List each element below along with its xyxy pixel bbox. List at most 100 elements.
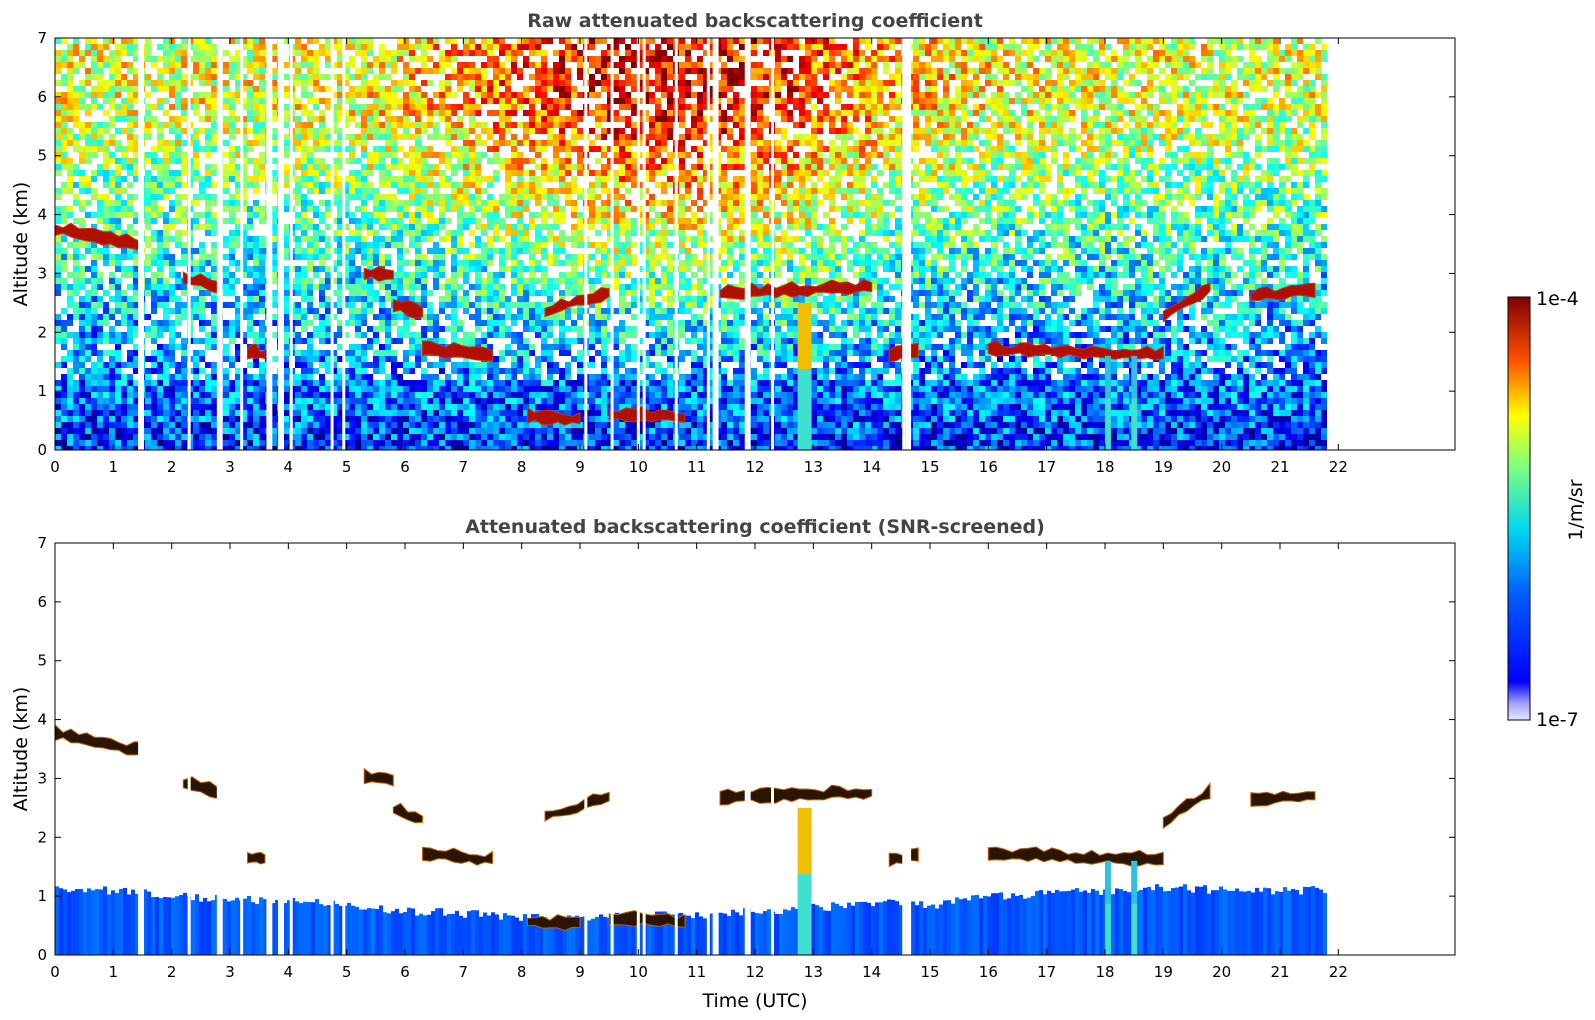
heatmap-cell [109,392,115,398]
heatmap-cell [409,386,415,392]
heatmap-cell [529,74,535,80]
heatmap-cell [199,320,205,326]
heatmap-cell [553,344,559,350]
heatmap-cell [493,446,499,450]
heatmap-cell [361,122,367,128]
heatmap-cell [253,110,259,116]
heatmap-cell [241,410,247,416]
heatmap-cell [193,392,199,398]
heatmap-cell [595,272,601,278]
heatmap-cell [307,392,313,398]
heatmap-cell [73,338,79,344]
heatmap-cell [193,296,199,302]
heatmap-cell [151,392,157,398]
heatmap-cell [397,326,403,332]
heatmap-cell [499,356,505,362]
heatmap-cell [421,356,427,362]
heatmap-cell [565,338,571,344]
heatmap-cell [553,176,559,182]
heatmap-cell [109,116,115,122]
heatmap-cell [79,392,85,398]
heatmap-cell [379,206,385,212]
heatmap-cell [523,98,529,104]
heatmap-cell [145,278,151,284]
heatmap-cell [319,284,325,290]
heatmap-cell [115,110,121,116]
heatmap-cell [73,146,79,152]
heatmap-cell [301,290,307,296]
heatmap-cell [487,272,493,278]
heatmap-cell [97,170,103,176]
heatmap-cell [307,224,313,230]
heatmap-cell [127,164,133,170]
heatmap-cell [397,86,403,92]
heatmap-cell [61,50,67,56]
heatmap-cell [349,110,355,116]
heatmap-cell [103,86,109,92]
heatmap-cell [385,194,391,200]
heatmap-cell [499,38,505,44]
heatmap-cell [373,416,379,422]
heatmap-cell [481,434,487,440]
heatmap-cell [235,350,241,356]
heatmap-cell [163,176,169,182]
heatmap-cell [91,260,97,266]
heatmap-cell [319,326,325,332]
heatmap-cell [373,236,379,242]
heatmap-cell [319,314,325,320]
heatmap-cell [193,224,199,230]
heatmap-cell [421,182,427,188]
heatmap-cell [115,182,121,188]
heatmap-cell [517,176,523,182]
heatmap-cell [589,428,595,434]
heatmap-cell [61,380,67,386]
heatmap-cell [361,176,367,182]
heatmap-cell [235,392,241,398]
heatmap-cell [325,356,331,362]
heatmap-cell [85,410,91,416]
heatmap-cell [271,416,277,422]
heatmap-cell [319,116,325,122]
heatmap-cell [577,74,583,80]
heatmap-cell [127,134,133,140]
heatmap-cell [553,422,559,428]
heatmap-cell [121,104,127,110]
heatmap-cell [241,206,247,212]
heatmap-cell [529,368,535,374]
heatmap-cell [109,188,115,194]
heatmap-cell [445,422,451,428]
heatmap-cell [313,314,319,320]
heatmap-cell [541,428,547,434]
heatmap-cell [199,350,205,356]
heatmap-cell [79,440,85,446]
heatmap-cell [109,74,115,80]
heatmap-cell [307,428,313,434]
heatmap-cell [307,356,313,362]
heatmap-cell [199,38,205,44]
heatmap-cell [157,158,163,164]
heatmap-cell [403,404,409,410]
heatmap-cell [439,296,445,302]
heatmap-cell [565,260,571,266]
heatmap-cell [247,326,253,332]
heatmap-cell [409,242,415,248]
heatmap-cell [589,128,595,134]
heatmap-cell [445,206,451,212]
heatmap-cell [397,362,403,368]
heatmap-cell [421,212,427,218]
heatmap-cell [151,350,157,356]
heatmap-cell [517,434,523,440]
heatmap-cell [271,428,277,434]
heatmap-cell [295,146,301,152]
heatmap-cell [559,116,565,122]
heatmap-cell [295,224,301,230]
heatmap-cell [535,224,541,230]
heatmap-cell [325,164,331,170]
heatmap-cell [295,182,301,188]
heatmap-cell [355,218,361,224]
heatmap-cell [97,164,103,170]
heatmap-cell [589,386,595,392]
heatmap-cell [493,416,499,422]
heatmap-cell [445,134,451,140]
heatmap-cell [349,260,355,266]
